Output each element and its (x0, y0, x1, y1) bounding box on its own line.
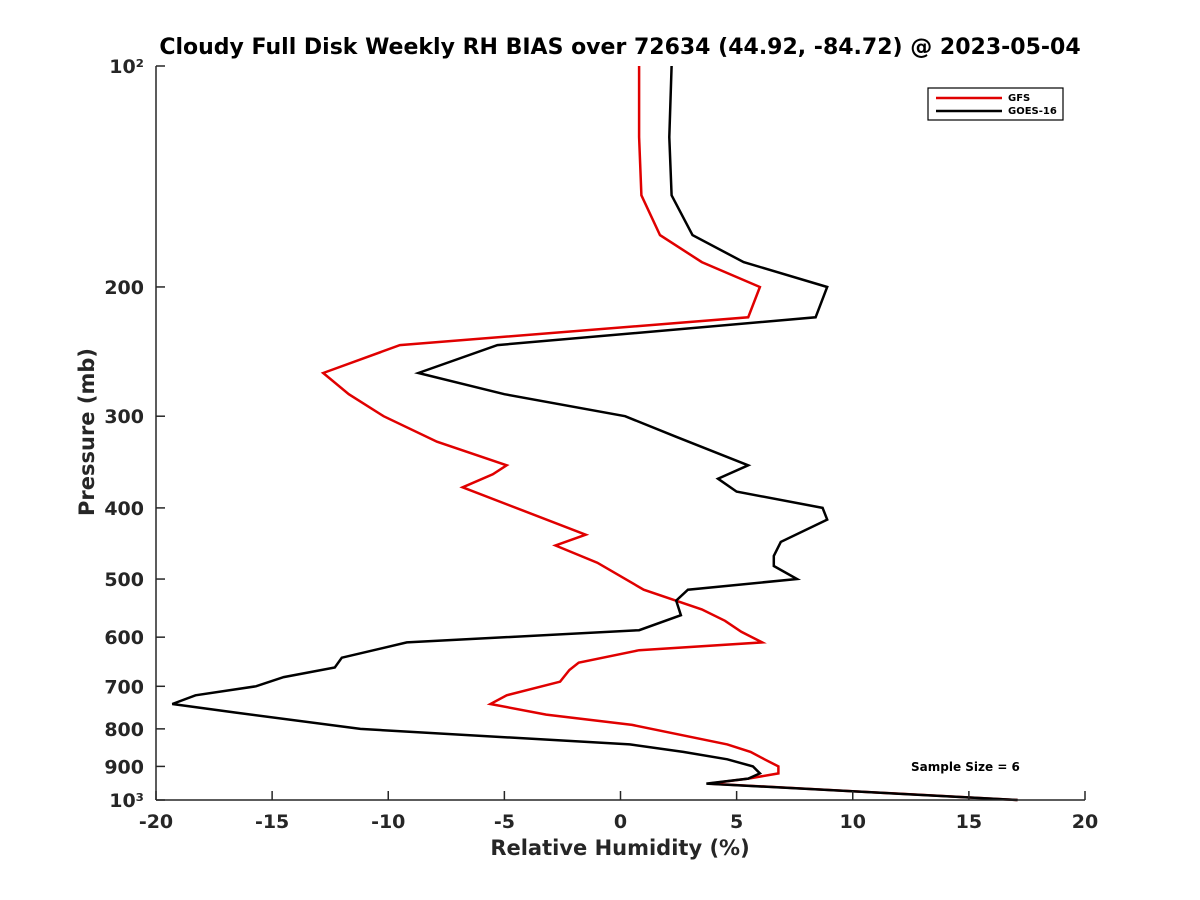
x-tick-label: 15 (956, 811, 982, 833)
y-tick-label: 700 (104, 676, 144, 698)
series-line-gfs (320, 66, 1018, 802)
y-tick-label: 10³ (109, 790, 144, 812)
y-tick-label: 800 (104, 719, 144, 741)
x-tick-label: 0 (614, 811, 627, 833)
x-tick-label: 5 (730, 811, 743, 833)
x-tick-label: 20 (1072, 811, 1098, 833)
y-axis-ticks: 10² 200 300 400 500 600 700 800 900 10³ (104, 56, 165, 812)
y-tick-label: 300 (104, 406, 144, 428)
y-tick-label: 900 (104, 756, 144, 778)
x-tick-label: -15 (255, 811, 289, 833)
legend: GFS GOES-16 (927, 87, 1064, 121)
legend-label-gfs: GFS (1008, 93, 1030, 104)
x-tick-label: 10 (840, 811, 866, 833)
y-tick-label: 200 (104, 277, 144, 299)
x-tick-label: -10 (371, 811, 405, 833)
x-tick-label: -20 (139, 811, 173, 833)
series-line-goes-16 (171, 65, 1018, 802)
legend-box (927, 87, 1064, 121)
x-axis-title: Relative Humidity (%) (490, 836, 749, 860)
y-axis-title: Pressure (mb) (75, 348, 99, 516)
x-tick-label: -5 (494, 811, 515, 833)
x-axis-ticks: -20 -15 -10 -5 0 5 10 15 20 (139, 791, 1098, 833)
legend-label-goes16: GOES-16 (1008, 106, 1057, 117)
y-tick-label: 500 (104, 569, 144, 591)
y-tick-label: 600 (104, 627, 144, 649)
chart-title: Cloudy Full Disk Weekly RH BIAS over 726… (159, 35, 1080, 60)
y-tick-label: 10² (109, 56, 144, 78)
plot-area (171, 65, 1018, 802)
y-tick-label: 400 (104, 498, 144, 520)
sample-size-annotation: Sample Size = 6 (911, 760, 1020, 774)
